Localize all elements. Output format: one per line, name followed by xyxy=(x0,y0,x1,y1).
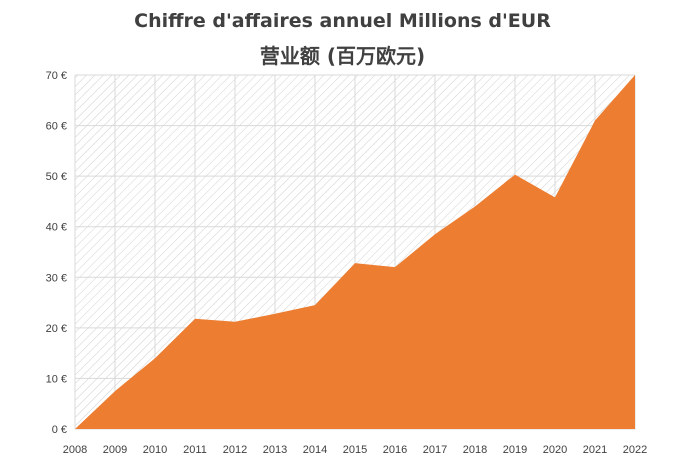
x-tick-label: 2016 xyxy=(383,444,407,456)
x-tick-label: 2018 xyxy=(463,444,487,456)
chart-subtitle: 营业额 (百万欧元) xyxy=(259,44,426,68)
x-tick-label: 2020 xyxy=(543,444,567,456)
y-tick-label: 60 € xyxy=(46,121,67,133)
y-tick-label: 70 € xyxy=(46,70,67,82)
x-tick-label: 2008 xyxy=(63,444,87,456)
y-axis-ticks: 0 € 10 € 20 € 30 € 40 € 50 € 60 € 70 € xyxy=(46,70,67,436)
x-axis-ticks: 2008 2009 2010 2011 2012 2013 2014 2015 2016 2017… xyxy=(63,444,647,456)
x-tick-label: 2013 xyxy=(263,444,287,456)
x-tick-label: 2015 xyxy=(343,444,367,456)
area-series xyxy=(75,75,635,429)
x-tick-label: 2010 xyxy=(143,444,167,456)
y-tick-label: 10 € xyxy=(46,373,67,385)
y-tick-label: 50 € xyxy=(46,171,67,183)
chart-title: Chiffre d'affaires annuel Millions d'EUR xyxy=(134,10,551,32)
x-tick-label: 2014 xyxy=(303,444,327,456)
x-tick-label: 2009 xyxy=(103,444,127,456)
y-tick-label: 30 € xyxy=(46,272,67,284)
x-tick-label: 2012 xyxy=(223,444,247,456)
x-tick-label: 2019 xyxy=(503,444,527,456)
x-tick-label: 2017 xyxy=(423,444,447,456)
y-tick-label: 0 € xyxy=(52,424,67,436)
y-tick-label: 20 € xyxy=(46,323,67,335)
x-tick-label: 2022 xyxy=(623,444,647,456)
x-tick-label: 2021 xyxy=(583,444,607,456)
y-tick-label: 40 € xyxy=(46,222,67,234)
x-tick-label: 2011 xyxy=(183,444,207,456)
